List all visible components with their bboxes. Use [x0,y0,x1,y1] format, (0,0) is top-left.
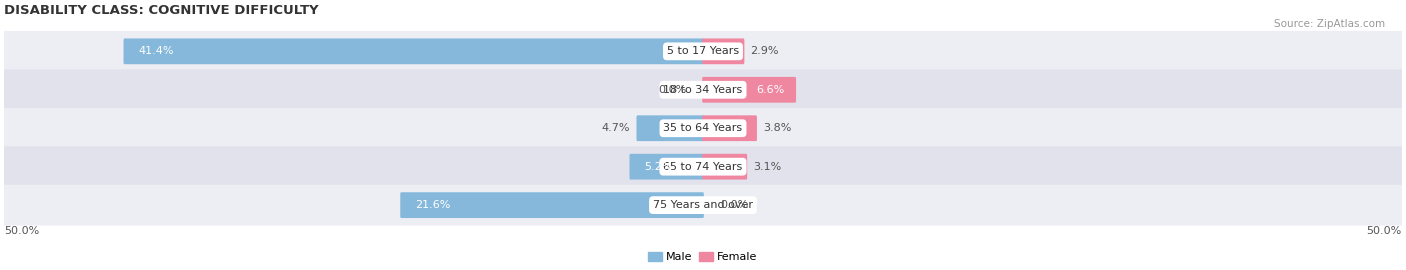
FancyBboxPatch shape [3,108,1403,148]
Text: 5 to 17 Years: 5 to 17 Years [666,46,740,56]
Text: 50.0%: 50.0% [1367,226,1402,236]
Text: 21.6%: 21.6% [415,200,450,210]
FancyBboxPatch shape [702,154,747,180]
Text: 41.4%: 41.4% [138,46,174,56]
FancyBboxPatch shape [3,31,1403,72]
FancyBboxPatch shape [702,77,796,103]
Legend: Male, Female: Male, Female [644,247,762,266]
Text: 6.6%: 6.6% [756,85,785,95]
FancyBboxPatch shape [702,38,744,64]
Text: 75 Years and over: 75 Years and over [652,200,754,210]
Text: Source: ZipAtlas.com: Source: ZipAtlas.com [1274,19,1385,29]
Text: 5.2%: 5.2% [644,162,672,172]
FancyBboxPatch shape [702,115,756,141]
FancyBboxPatch shape [3,146,1403,187]
Text: 35 to 64 Years: 35 to 64 Years [664,123,742,133]
FancyBboxPatch shape [3,185,1403,225]
Text: 2.9%: 2.9% [751,46,779,56]
Text: DISABILITY CLASS: COGNITIVE DIFFICULTY: DISABILITY CLASS: COGNITIVE DIFFICULTY [4,4,319,17]
FancyBboxPatch shape [3,69,1403,110]
Text: 3.1%: 3.1% [754,162,782,172]
FancyBboxPatch shape [630,154,704,180]
Text: 4.7%: 4.7% [602,123,630,133]
Text: 3.8%: 3.8% [763,123,792,133]
Text: 0.0%: 0.0% [720,200,748,210]
Text: 0.0%: 0.0% [658,85,686,95]
FancyBboxPatch shape [401,192,704,218]
Text: 18 to 34 Years: 18 to 34 Years [664,85,742,95]
FancyBboxPatch shape [124,38,704,64]
Text: 50.0%: 50.0% [4,226,39,236]
Text: 65 to 74 Years: 65 to 74 Years [664,162,742,172]
FancyBboxPatch shape [637,115,704,141]
